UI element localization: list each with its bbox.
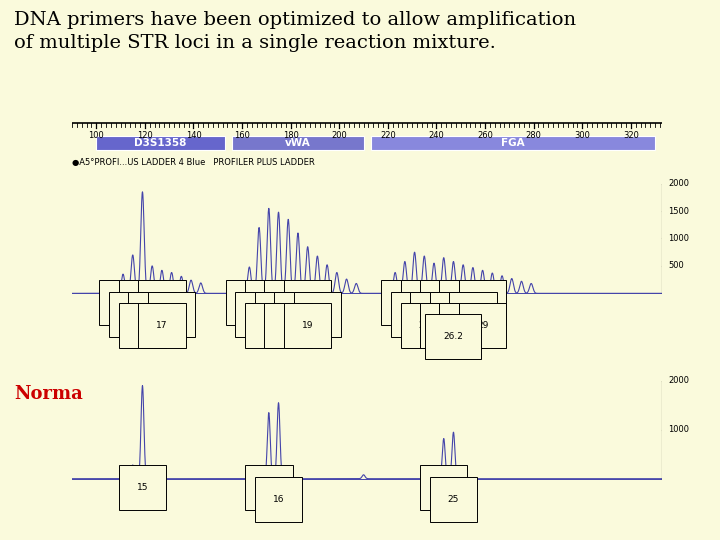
Text: 14: 14 [263, 298, 274, 307]
Text: 1000: 1000 [668, 234, 690, 243]
Text: 260: 260 [477, 131, 493, 140]
Text: 180: 180 [283, 131, 299, 140]
Text: 21: 21 [418, 298, 430, 307]
Text: ●A5°PROFI...US LADDER 4 Blue   PROFILER PLUS LADDER: ●A5°PROFI...US LADDER 4 Blue PROFILER PL… [72, 158, 315, 167]
Text: Norma: Norma [14, 385, 83, 403]
Text: 15: 15 [137, 298, 148, 307]
Text: 21: 21 [312, 310, 323, 319]
Text: 26: 26 [457, 321, 469, 330]
Text: 24: 24 [438, 483, 449, 492]
Text: FGA: FGA [501, 138, 525, 148]
Text: 300: 300 [575, 131, 590, 140]
Text: 13: 13 [263, 321, 274, 330]
FancyBboxPatch shape [233, 136, 364, 150]
Text: 17: 17 [156, 321, 168, 330]
Text: 12: 12 [253, 310, 265, 319]
Text: 19: 19 [302, 321, 313, 330]
Text: 20: 20 [302, 298, 313, 307]
Text: 13: 13 [127, 310, 138, 319]
FancyBboxPatch shape [96, 136, 225, 150]
Text: 15: 15 [273, 310, 284, 319]
Text: 240: 240 [428, 131, 444, 140]
Text: 19: 19 [409, 310, 420, 319]
Text: 18: 18 [156, 298, 168, 307]
Text: 16: 16 [282, 321, 294, 330]
Text: 200: 200 [331, 131, 347, 140]
Text: 24: 24 [438, 298, 449, 307]
Text: 15: 15 [137, 483, 148, 492]
Text: 16: 16 [146, 310, 158, 319]
Text: 2000: 2000 [668, 376, 690, 385]
Text: 140: 140 [186, 131, 202, 140]
Text: 11: 11 [243, 298, 255, 307]
Text: 320: 320 [623, 131, 639, 140]
Text: 1500: 1500 [668, 206, 690, 215]
Text: 100: 100 [89, 131, 104, 140]
Text: 280: 280 [526, 131, 541, 140]
FancyBboxPatch shape [371, 136, 655, 150]
Text: 27: 27 [457, 298, 469, 307]
Text: 18: 18 [399, 298, 410, 307]
Text: D3S1358: D3S1358 [135, 138, 187, 148]
Text: 19: 19 [166, 310, 177, 319]
Text: 23: 23 [438, 321, 449, 330]
Text: 500: 500 [668, 261, 684, 271]
Text: 29: 29 [477, 321, 488, 330]
Text: 25: 25 [448, 310, 459, 319]
Text: 30: 30 [477, 298, 488, 307]
Text: 17: 17 [282, 298, 294, 307]
Text: 18: 18 [292, 310, 304, 319]
Text: 2000: 2000 [668, 179, 690, 188]
Text: 26.2: 26.2 [444, 332, 464, 341]
Text: 22: 22 [428, 310, 440, 319]
Text: 220: 220 [380, 131, 396, 140]
Text: 12: 12 [117, 298, 129, 307]
Text: vWA: vWA [285, 138, 311, 148]
Text: 14: 14 [263, 483, 274, 492]
Text: 120: 120 [137, 131, 153, 140]
Text: 14: 14 [137, 321, 148, 330]
Text: 160: 160 [234, 131, 250, 140]
Text: DNA primers have been optimized to allow amplification
of multiple STR loci in a: DNA primers have been optimized to allow… [14, 11, 577, 52]
Text: 16: 16 [273, 495, 284, 504]
Text: 20: 20 [418, 321, 430, 330]
Text: 28: 28 [467, 310, 479, 319]
Text: 25: 25 [448, 495, 459, 504]
Text: 1000: 1000 [668, 425, 690, 434]
